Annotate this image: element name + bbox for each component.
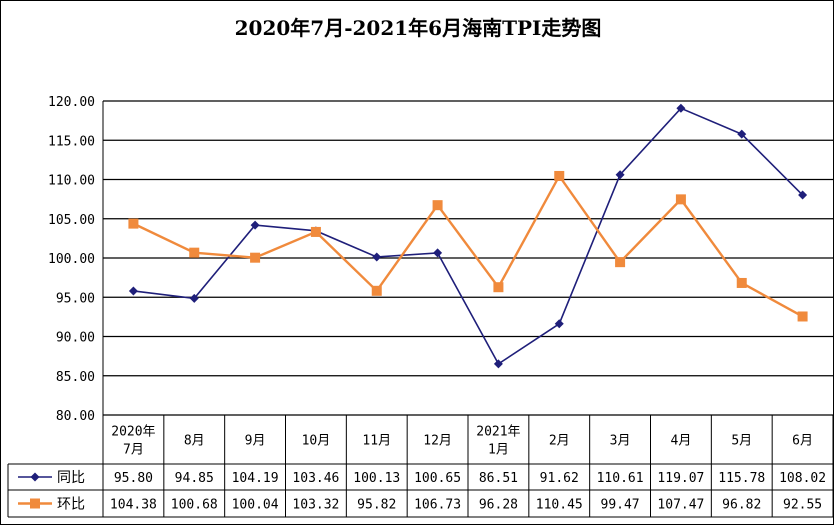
- table-value: 100.65: [414, 471, 461, 486]
- data-point-marker: [128, 218, 139, 229]
- data-point-marker: [371, 285, 382, 296]
- x-category-label: 2月: [549, 434, 570, 449]
- data-point-marker: [189, 247, 200, 258]
- table-value: 110.45: [536, 498, 583, 513]
- x-category-label: 4月: [671, 434, 692, 449]
- data-point-marker: [310, 226, 321, 237]
- x-category-label: 5月: [731, 434, 752, 449]
- legend-marker: [30, 472, 40, 482]
- x-category-label: 10月: [302, 434, 331, 449]
- x-category-label: 2021年: [476, 425, 520, 440]
- data-point-marker: [797, 311, 808, 322]
- x-category-label: 11月: [362, 434, 391, 449]
- y-tick-label: 95.00: [56, 291, 95, 306]
- table-value: 95.82: [357, 498, 396, 513]
- data-point-marker: [433, 248, 443, 258]
- y-tick-label: 110.00: [48, 174, 95, 189]
- table-value: 110.61: [597, 471, 644, 486]
- table-value: 104.38: [110, 498, 157, 513]
- table-value: 91.62: [540, 471, 579, 486]
- table-value: 100.04: [232, 498, 279, 513]
- data-point-marker: [432, 200, 443, 211]
- x-category-label: 7月: [123, 443, 144, 458]
- table-value: 99.47: [601, 498, 640, 513]
- data-point-marker: [372, 252, 382, 262]
- data-point-marker: [250, 252, 261, 263]
- data-point-marker: [554, 170, 565, 181]
- data-point-marker: [128, 286, 138, 296]
- data-point-marker: [675, 194, 686, 205]
- table-value: 92.55: [783, 498, 822, 513]
- table-value: 107.47: [657, 498, 704, 513]
- y-tick-label: 90.00: [56, 331, 95, 346]
- x-category-label: 1月: [488, 443, 509, 458]
- x-category-label: 3月: [610, 434, 631, 449]
- y-tick-label: 100.00: [48, 252, 95, 267]
- x-category-label: 12月: [423, 434, 452, 449]
- y-tick-label: 120.00: [48, 95, 95, 110]
- data-point-marker: [615, 257, 626, 268]
- data-point-marker: [493, 282, 504, 293]
- legend-label: 环比: [57, 497, 85, 513]
- chart-title: 2020年7月-2021年6月海南TPI走势图: [234, 16, 602, 40]
- series-line: [133, 107, 804, 366]
- table-value: 95.80: [114, 471, 153, 486]
- y-tick-label: 105.00: [48, 213, 95, 228]
- data-point-marker: [250, 220, 260, 230]
- x-category-label: 9月: [245, 434, 266, 449]
- table-value: 100.68: [171, 498, 218, 513]
- table-value: 106.73: [414, 498, 461, 513]
- table-value: 100.13: [353, 471, 400, 486]
- table-value: 86.51: [479, 471, 518, 486]
- data-point-marker: [189, 293, 199, 303]
- y-tick-label: 85.00: [56, 370, 95, 385]
- x-category-label: 2020年: [111, 425, 155, 440]
- data-point-marker: [554, 319, 564, 329]
- table-value: 115.78: [718, 471, 765, 486]
- table-value: 103.46: [292, 471, 339, 486]
- series-line: [132, 173, 804, 318]
- x-category-label: 6月: [792, 434, 813, 449]
- y-tick-label: 115.00: [48, 134, 95, 149]
- x-category-label: 8月: [184, 434, 205, 449]
- table-value: 119.07: [657, 471, 704, 486]
- y-tick-label: 80.00: [56, 409, 95, 424]
- data-point-marker: [615, 170, 625, 180]
- table-value: 103.32: [292, 498, 339, 513]
- table-value: 94.85: [175, 471, 214, 486]
- data-point-marker: [493, 359, 503, 369]
- legend-marker: [30, 498, 40, 509]
- table-value: 108.02: [779, 471, 826, 486]
- data-point-marker: [798, 190, 808, 200]
- table-value: 104.19: [232, 471, 279, 486]
- legend-label: 同比: [57, 470, 85, 486]
- data-point-marker: [676, 103, 686, 113]
- data-point-marker: [737, 129, 747, 139]
- table-value: 96.82: [722, 498, 761, 513]
- table-value: 96.28: [479, 498, 518, 513]
- data-point-marker: [736, 277, 747, 288]
